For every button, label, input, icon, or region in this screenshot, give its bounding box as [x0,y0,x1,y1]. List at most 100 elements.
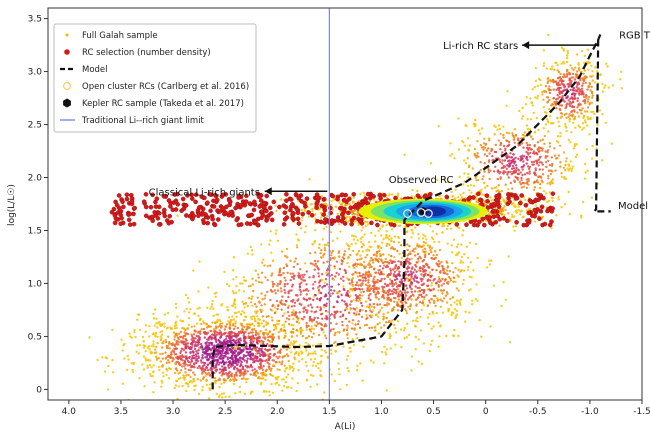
sample-point [545,118,549,121]
sample-point [431,230,435,233]
sample-point [479,168,482,172]
sample-point [449,279,452,282]
sample-point [551,78,555,82]
sample-point [530,148,533,151]
sample-point [309,385,312,388]
sample-point [354,283,358,287]
sample-point [200,361,203,364]
sample-point [244,315,247,318]
sample-point [392,296,396,300]
sample-point [358,299,362,302]
sample-point [249,426,251,428]
sample-point [265,374,268,377]
sample-point [239,359,242,362]
sample-point [251,283,255,286]
sample-point [278,368,281,372]
sample-point [252,348,256,351]
sample-point [304,336,308,340]
sample-point [460,196,464,199]
sample-point [414,335,418,339]
sample-point [525,182,528,185]
sample-point [235,275,238,279]
sample-point [345,383,348,387]
sample-point [253,324,256,327]
sample-point [360,274,364,278]
sample-point [375,254,378,258]
sample-point [508,155,511,159]
sample-point [349,303,352,306]
sample-point [525,150,528,154]
sample-point [274,232,278,235]
sample-point [411,319,415,322]
sample-point [499,209,502,213]
sample-point [516,178,520,181]
sample-point [262,325,265,328]
sample-point [260,292,263,295]
sample-point [153,324,156,327]
sample-point [496,177,499,181]
sample-point [286,282,289,286]
sample-point [384,236,388,239]
sample-point [189,308,192,311]
sample-point [334,310,337,314]
sample-point [190,325,193,328]
sample-point [546,200,549,204]
sample-point [403,153,406,156]
sample-point [235,311,238,315]
sample-point [322,331,325,334]
sample-point [384,265,388,269]
sample-point [355,272,359,275]
sample-point [247,335,250,338]
sample-point [235,358,238,362]
sample-point [268,335,272,338]
sample-point [369,359,373,362]
sample-point [511,164,515,168]
sample-point [334,350,338,353]
sample-point [393,278,397,282]
sample-point [212,333,215,337]
sample-point [213,327,216,330]
sample-point [245,323,249,326]
sample-point [350,242,353,246]
sample-point [175,353,178,356]
sample-point [553,147,556,150]
sample-point [566,167,569,170]
sample-point [439,305,442,308]
sample-point [442,289,446,292]
sample-point [358,271,361,275]
sample-point [279,287,283,290]
sample-point [413,196,416,199]
sample-point [333,256,337,259]
sample-point [474,297,477,301]
sample-point [468,311,471,314]
sample-point [393,270,397,273]
sample-point [405,284,408,287]
sample-point [433,240,436,244]
sample-point [532,152,535,155]
sample-point [413,279,416,282]
sample-point [442,297,446,300]
sample-point [237,340,240,344]
sample-point [277,375,280,379]
sample-point [437,125,440,128]
sample-point [205,379,208,382]
sample-point [146,364,149,367]
sample-point [319,360,323,363]
sample-point [438,280,441,283]
sample-point [166,346,169,350]
sample-point [159,324,162,328]
sample-point [183,378,186,381]
sample-point [205,326,209,329]
sample-point [241,282,244,285]
sample-point [233,334,237,338]
sample-point [406,254,409,257]
sample-point [359,297,362,300]
sample-point [226,358,229,361]
sample-point [388,238,391,241]
sample-point [217,363,220,366]
sample-point [564,160,568,163]
sample-point [582,126,586,129]
sample-point [430,236,434,239]
sample-point [153,351,156,355]
sample-point [303,209,306,213]
